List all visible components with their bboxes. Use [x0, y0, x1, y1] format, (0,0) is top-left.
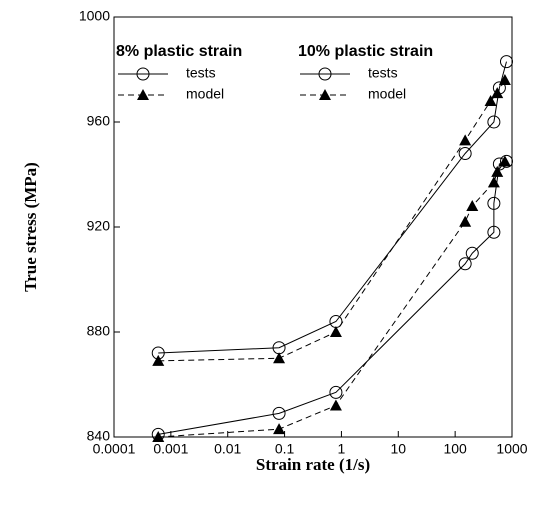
marker — [459, 215, 472, 227]
y-tick-label: 1000 — [79, 8, 110, 24]
x-axis-label: Strain rate (1/s) — [256, 455, 370, 474]
marker — [318, 67, 332, 81]
marker — [499, 55, 513, 69]
legend-label: model — [368, 86, 406, 102]
marker — [329, 385, 343, 399]
marker — [491, 165, 504, 177]
legend-label: model — [186, 86, 224, 102]
marker — [273, 423, 286, 435]
marker — [487, 115, 501, 129]
y-tick-label: 840 — [87, 428, 111, 444]
marker — [136, 67, 150, 81]
marker — [466, 200, 479, 211]
marker — [152, 431, 165, 442]
marker — [498, 74, 511, 85]
marker — [487, 196, 501, 210]
marker — [484, 95, 497, 106]
x-tick-label: 10 — [390, 441, 406, 457]
marker — [458, 147, 472, 160]
legend-label: tests — [368, 65, 398, 81]
x-tick-label: 1 — [338, 441, 346, 457]
x-tick-label: 100 — [443, 441, 467, 457]
y-tick-label: 880 — [87, 323, 111, 339]
x-tick-label: 0.01 — [214, 441, 241, 457]
x-tick-label: 1000 — [496, 441, 527, 457]
marker — [273, 352, 286, 364]
marker — [152, 354, 165, 366]
marker — [459, 134, 472, 146]
plot-frame — [113, 16, 513, 438]
marker — [329, 326, 342, 337]
series-line — [158, 160, 507, 435]
x-tick-label: 0.0001 — [93, 441, 136, 457]
series-line — [158, 61, 507, 354]
x-tick-label: 0.1 — [275, 441, 295, 457]
legend-group-title: 8% plastic strain — [116, 43, 242, 60]
y-tick-label: 920 — [87, 218, 111, 234]
marker — [499, 154, 513, 168]
marker — [487, 225, 501, 239]
legend-group-title: 10% plastic strain — [298, 43, 433, 60]
marker — [465, 246, 479, 260]
marker — [329, 399, 342, 411]
y-tick-label: 960 — [87, 113, 111, 129]
marker — [458, 257, 472, 271]
y-axis-label: True stress (MPa) — [21, 162, 40, 292]
marker — [491, 87, 504, 99]
legend-label: tests — [186, 65, 216, 81]
marker — [487, 176, 500, 188]
series-line — [158, 79, 506, 362]
series-line — [158, 161, 506, 438]
marker — [137, 89, 149, 100]
marker — [498, 155, 511, 167]
marker — [272, 406, 286, 420]
marker — [319, 89, 331, 100]
x-tick-label: 0.001 — [153, 441, 188, 457]
